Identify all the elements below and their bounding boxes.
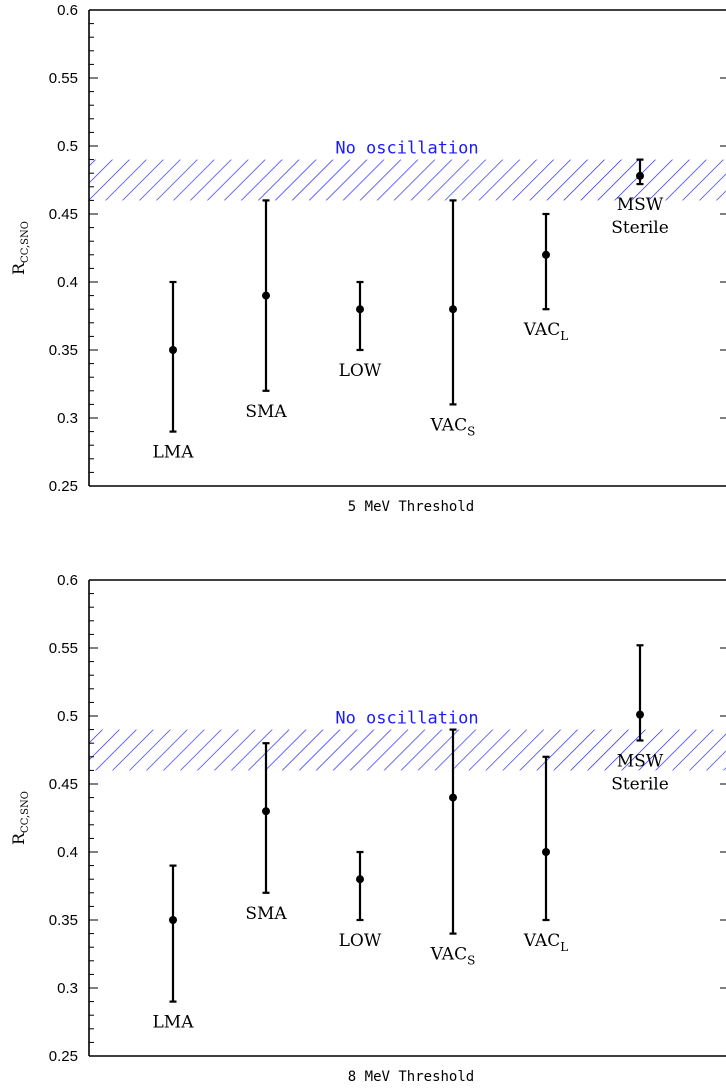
y-axis-label-main: R [9, 262, 28, 275]
data-point-group: LMA [153, 864, 195, 1033]
y-axis-label: RCC,SNO [9, 221, 31, 275]
y-tick-label: 0.45 [49, 206, 78, 223]
point-label-text: VAC [523, 320, 560, 340]
x-axis-label: 5 MeV Threshold [348, 499, 474, 515]
point-label-text: MSW [617, 751, 664, 771]
point-label: MSW [617, 195, 664, 215]
data-point-marker [262, 807, 270, 816]
data-point-marker [169, 346, 177, 354]
data-point-marker [169, 916, 177, 924]
point-label-text: VAC [523, 931, 560, 951]
band-label: No oscillation [335, 709, 478, 729]
point-label-line2: Sterile [611, 774, 669, 794]
y-tick-label: 0.3 [57, 410, 78, 427]
point-label: VACL [523, 320, 568, 343]
y-tick-label: 0.4 [57, 844, 78, 861]
point-label: VACS [430, 945, 476, 968]
y-axis-label: RCC,SNO [9, 791, 31, 845]
data-point-group: LOW [339, 850, 382, 951]
y-tick-label: 0.45 [49, 776, 78, 793]
point-label-line2: Sterile [611, 218, 669, 238]
y-tick-label: 0.55 [49, 640, 78, 657]
data-point-group: MSW Sterile [611, 644, 669, 794]
chart-panel-8mev: No oscillation 0.25 0.3 0.35 0.4 0.45 0.5 0.55 0… [9, 572, 726, 1085]
point-label: SMA [245, 402, 287, 422]
data-point-group: VACS [430, 199, 476, 438]
point-label-text: LMA [153, 443, 195, 463]
data-point-group: VACS [430, 728, 476, 968]
data-point-marker [542, 250, 550, 259]
point-label-text: LMA [153, 1013, 195, 1033]
data-point-marker [449, 305, 457, 314]
y-tick-label: 0.55 [49, 70, 78, 87]
y-tick-label: 0.35 [49, 912, 78, 929]
data-point-marker [542, 848, 550, 856]
no-oscillation-band [89, 729, 726, 771]
data-point-group: LOW [339, 280, 382, 381]
data-point-group: SMA [245, 742, 287, 924]
point-label-text: SMA [245, 904, 287, 924]
x-axis-label: 8 MeV Threshold [348, 1069, 474, 1085]
y-tick-label: 0.3 [57, 980, 78, 997]
point-label: LMA [153, 1013, 195, 1033]
y-tick-label: 0.25 [49, 1048, 78, 1065]
point-label-text: SMA [245, 402, 287, 422]
no-oscillation-band [89, 159, 726, 201]
point-label: LOW [339, 931, 382, 951]
y-axis-label-sub: CC,SNO [20, 791, 31, 833]
chart-panel-5mev: No oscillation 0.25 0.3 0.35 0.4 0.45 0.5 0.55 0… [9, 2, 726, 515]
point-label: VACL [523, 931, 568, 954]
data-point-marker [356, 305, 364, 314]
y-tick-label: 0.6 [57, 572, 78, 589]
point-label-subscript: S [467, 954, 475, 968]
point-label-text: LOW [339, 361, 382, 381]
point-label: LMA [153, 443, 195, 463]
band-label: No oscillation [335, 139, 478, 159]
data-point-marker [356, 875, 364, 884]
data-point-group: SMA [245, 199, 287, 422]
point-label: LOW [339, 361, 382, 381]
y-tick-label: 0.5 [57, 138, 78, 155]
data-point-group: VACL [523, 212, 568, 343]
point-label-text: LOW [339, 931, 382, 951]
y-tick-label: 0.25 [49, 478, 78, 495]
y-tick-label: 0.6 [57, 2, 78, 19]
data-point-group: LMA [153, 280, 195, 463]
point-label: VACS [430, 415, 476, 438]
point-label-text: VAC [430, 415, 467, 435]
point-label-subscript: S [467, 424, 475, 438]
point-label-text: VAC [430, 945, 467, 965]
point-label-text: MSW [617, 195, 664, 215]
y-axis-label-sub: CC,SNO [20, 221, 31, 263]
point-label: MSW [617, 751, 664, 771]
data-point-marker [262, 291, 270, 300]
point-label: SMA [245, 904, 287, 924]
y-tick-label: 0.35 [49, 342, 78, 359]
point-label-subscript: L [560, 329, 568, 343]
data-point-marker [449, 793, 457, 802]
y-tick-label: 0.5 [57, 708, 78, 725]
data-point-marker [636, 710, 644, 719]
point-label-subscript: L [560, 940, 568, 954]
data-point-group: MSW Sterile [611, 158, 669, 238]
data-point-marker [636, 171, 644, 180]
y-tick-label: 0.4 [57, 274, 78, 291]
y-axis-label-main: R [9, 832, 28, 845]
data-point-group: VACL [523, 755, 568, 954]
